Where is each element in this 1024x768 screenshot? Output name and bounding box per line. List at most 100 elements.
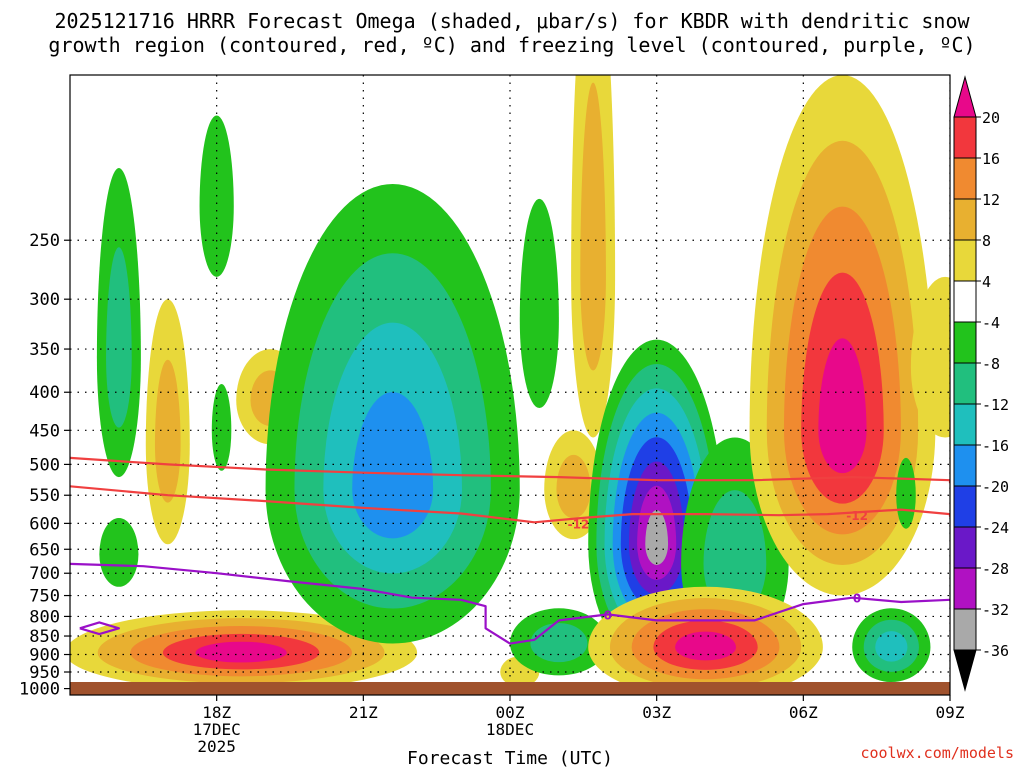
omega-feature (96, 168, 141, 478)
colorbar-swatch-neg16_neg12 (953, 403, 977, 446)
colorbar-min-arrow (953, 649, 977, 692)
omega-contour-neg36_neg32 (645, 510, 669, 565)
colorbar-swatch-4_8 (953, 239, 977, 282)
colorbar-label: -36 (982, 642, 1009, 660)
y-tick-label: 500 (29, 455, 60, 475)
contours: -12 -12 0 0 (70, 456, 950, 645)
omega-contour-gt20 (675, 631, 736, 661)
omega-contour-8_12 (580, 82, 606, 371)
surface-terrain (70, 682, 950, 695)
y-tick-label: 850 (29, 627, 60, 647)
colorbar-swatch-neg20_neg16 (953, 444, 977, 487)
watermark: coolwx.com/models (860, 744, 1014, 762)
omega-contour-neg16_neg12 (875, 631, 908, 662)
contour-dgz-upper (70, 456, 950, 484)
x-tick-label: 17DEC (193, 720, 241, 739)
omega-contour-8_12 (154, 359, 181, 503)
omega-feature (145, 299, 190, 545)
x-tick-label: 18DEC (486, 720, 534, 739)
colorbar-swatch-neg8_neg4 (953, 321, 977, 364)
y-tick-label: 550 (29, 486, 60, 506)
x-tick-label: 03Z (642, 703, 671, 722)
omega-contour-gt20 (195, 641, 287, 663)
contour-label: 0 (604, 608, 612, 622)
colorbar-label: -4 (982, 314, 1000, 332)
omega-contour-gt20 (818, 338, 867, 474)
omega-contour-8_12 (556, 454, 591, 519)
colorbar-swatch-neg28_neg24 (953, 526, 977, 569)
chart-title: 2025121716 HRRR Forecast Omega (shaded, … (48, 9, 975, 57)
y-tick-label: 400 (29, 383, 60, 403)
omega-feature (265, 183, 520, 644)
colorbar-swatch-8_12 (953, 198, 977, 241)
y-tick-label: 450 (29, 421, 60, 441)
colorbar-swatch-neg24_neg20 (953, 485, 977, 528)
y-tick-label: 1000 (19, 680, 60, 700)
colorbar-label: -32 (982, 601, 1009, 619)
x-tick-label: 00Z (496, 703, 525, 722)
omega-shading (70, 75, 950, 695)
omega-feature (852, 608, 931, 683)
colorbar-swatch-neg4_4 (953, 280, 977, 323)
colorbar-label: -20 (982, 478, 1009, 496)
x-tick-label: 21Z (349, 703, 378, 722)
omega-contour-4_8 (910, 277, 950, 438)
colorbar-label: -24 (982, 519, 1009, 537)
y-axis: 2503003504004505005506006507007508008509… (19, 231, 70, 700)
y-tick-label: 350 (29, 340, 60, 360)
colorbar-swatch-16_20 (953, 116, 977, 159)
colorbar-label: -16 (982, 437, 1009, 455)
x-tick-label: 18Z (202, 703, 231, 722)
colorbar-label: 16 (982, 150, 1000, 168)
contour-dgz-lower-neg12 (70, 485, 950, 524)
colorbar-label: -8 (982, 355, 1000, 373)
colorbar-label: 4 (982, 273, 991, 291)
y-tick-label: 250 (29, 231, 60, 251)
y-tick-label: 650 (29, 540, 60, 560)
colorbar-label: -12 (982, 396, 1009, 414)
x-tick-label: 2025 (197, 737, 236, 756)
colorbar-swatch-neg32_neg28 (953, 567, 977, 610)
title-line2: growth region (contoured, red, ºC) and f… (48, 33, 975, 57)
omega-contour-neg8_neg4 (519, 198, 559, 409)
contour-freezing-level-0c (70, 562, 950, 645)
y-tick-label: 600 (29, 514, 60, 534)
x-tick-label: 06Z (789, 703, 818, 722)
contour-label: 0 (853, 592, 861, 606)
omega-feature (571, 75, 616, 438)
omega-contour-neg8_neg4 (99, 517, 139, 587)
colorbar-swatch-12_16 (953, 157, 977, 200)
colorbar-label: 20 (982, 109, 1000, 127)
y-tick-label: 700 (29, 564, 60, 584)
omega-feature (99, 517, 139, 587)
title-line1: 2025121716 HRRR Forecast Omega (shaded, … (54, 9, 970, 33)
colorbar-max-arrow (953, 75, 977, 118)
contour-label: -12 (568, 517, 590, 531)
colorbar-label: 12 (982, 191, 1000, 209)
omega-feature (70, 610, 418, 691)
omega-feature (749, 75, 936, 596)
contour-label: -12 (846, 509, 868, 523)
omega-contour-neg12_neg8 (703, 490, 767, 617)
omega-feature (910, 277, 950, 438)
y-tick-label: 900 (29, 646, 60, 666)
omega-contour-neg20_neg16 (352, 392, 434, 539)
y-tick-label: 950 (29, 663, 60, 683)
y-tick-label: 800 (29, 607, 60, 627)
colorbar-swatch-neg36_neg32 (953, 608, 977, 651)
omega-contour-neg12_neg8 (106, 247, 132, 428)
colorbar-label: 8 (982, 232, 991, 250)
contour-freezing-level-island (79, 621, 120, 636)
x-tick-label: 09Z (936, 703, 965, 722)
y-tick-label: 750 (29, 587, 60, 607)
colorbar-swatch-neg12_neg8 (953, 362, 977, 405)
colorbar-label: -28 (982, 560, 1009, 578)
omega-feature (519, 198, 559, 409)
x-axis-label: Forecast Time (UTC) (407, 748, 613, 768)
y-tick-label: 300 (29, 290, 60, 310)
omega-feature (544, 430, 603, 540)
plot-area: -12 -12 0 0 (70, 75, 950, 695)
colorbar: 20 16 12 8 4 -4 -8 -12 -16 -20 -24 -28 -32 -36 (953, 75, 1009, 692)
